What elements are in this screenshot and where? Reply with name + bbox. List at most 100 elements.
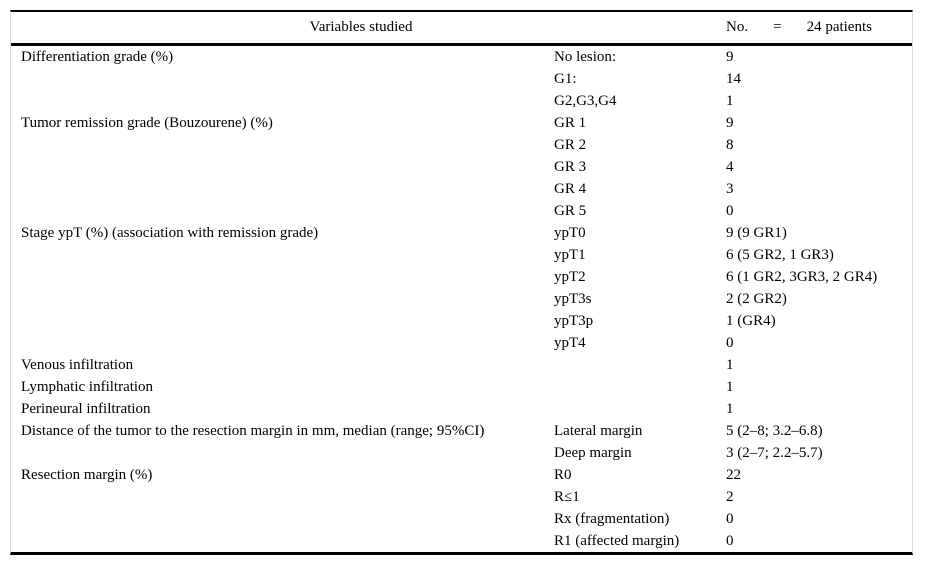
cell-variable <box>11 310 554 332</box>
cell-value: 9 <box>726 115 734 131</box>
cell-category: GR 4 <box>554 181 587 197</box>
cell-category: R≤1 <box>554 489 580 505</box>
cell-category: GR 2 <box>554 137 587 153</box>
cell-variable: Venous infiltration <box>21 357 134 373</box>
table-body: Differentiation grade (%) No lesion: 9 G1: 1… <box>11 46 912 552</box>
cell-value: 6 (5 GR2, 1 GR3) <box>726 247 834 263</box>
table-row: Distance of the tumor to the resection m… <box>11 420 912 442</box>
cell-variable: Differentiation grade (%) <box>21 49 174 65</box>
cell-value: 0 <box>726 335 734 351</box>
cell-value: 8 <box>726 137 734 153</box>
cell-variable <box>11 332 554 354</box>
cell-category: Deep margin <box>554 445 632 461</box>
cell-category: Lateral margin <box>554 423 643 439</box>
cell-category <box>554 376 726 398</box>
cell-category: ypT3p <box>554 313 594 329</box>
cell-value: 1 <box>726 401 734 417</box>
cell-variable <box>11 266 554 288</box>
cell-category: ypT2 <box>554 269 586 285</box>
table-row: Perineural infiltration 1 <box>11 398 912 420</box>
cell-value: 2 (2 GR2) <box>726 291 787 307</box>
table-row: Rx (fragmentation) 0 <box>11 508 912 530</box>
table-row: GR 4 3 <box>11 178 912 200</box>
cell-value: 6 (1 GR2, 3GR3, 2 GR4) <box>726 269 878 285</box>
cell-variable <box>11 244 554 266</box>
table-row: Stage ypT (%) (association with remissio… <box>11 222 912 244</box>
table-row: Lymphatic infiltration 1 <box>11 376 912 398</box>
cell-variable: Resection margin (%) <box>21 467 153 483</box>
table-row: Differentiation grade (%) No lesion: 9 <box>11 46 912 68</box>
cell-variable <box>11 200 554 222</box>
cell-variable: Stage ypT (%) (association with remissio… <box>21 225 319 241</box>
header-patients-label: 24 patients <box>806 19 872 35</box>
table-row: ypT3s 2 (2 GR2) <box>11 288 912 310</box>
cell-value: 1 (GR4) <box>726 313 776 329</box>
table-row: Deep margin 3 (2–7; 2.2–5.7) <box>11 442 912 464</box>
cell-category: GR 1 <box>554 115 587 131</box>
cell-category: R1 (affected margin) <box>554 533 680 549</box>
cell-variable <box>11 90 554 112</box>
header-equals-sign: = <box>773 19 782 35</box>
cell-value: 1 <box>726 357 734 373</box>
table-header-row: Variables studied No. = 24 patients <box>11 12 912 46</box>
table-row: R≤1 2 <box>11 486 912 508</box>
cell-value: 0 <box>726 533 734 549</box>
cell-value: 9 (9 GR1) <box>726 225 787 241</box>
cell-value: 0 <box>726 511 734 527</box>
table-row: GR 3 4 <box>11 156 912 178</box>
cell-variable: Distance of the tumor to the resection m… <box>21 423 485 439</box>
cell-variable: Tumor remission grade (Bouzourene) (%) <box>21 115 273 131</box>
header-variables-studied: Variables studied <box>309 19 413 35</box>
table-row: Resection margin (%) R0 22 <box>11 464 912 486</box>
cell-value: 5 (2–8; 3.2–6.8) <box>726 423 823 439</box>
cell-variable <box>11 530 554 552</box>
table-row: GR 5 0 <box>11 200 912 222</box>
cell-variable <box>11 442 554 464</box>
table-row: ypT1 6 (5 GR2, 1 GR3) <box>11 244 912 266</box>
cell-category: G1: <box>554 71 577 87</box>
cell-value: 3 (2–7; 2.2–5.7) <box>726 445 823 461</box>
table-row: GR 2 8 <box>11 134 912 156</box>
cell-variable <box>11 134 554 156</box>
cell-category: ypT4 <box>554 335 586 351</box>
cell-value: 4 <box>726 159 734 175</box>
table-row: Tumor remission grade (Bouzourene) (%) GR… <box>11 112 912 134</box>
header-no-label: No. <box>726 19 749 35</box>
cell-category: R0 <box>554 467 572 483</box>
cell-category <box>554 354 726 376</box>
table-row: R1 (affected margin) 0 <box>11 530 912 552</box>
cell-value: 1 <box>726 93 734 109</box>
patient-variables-table: Variables studied No. = 24 patients Diff… <box>10 10 913 555</box>
cell-category: Rx (fragmentation) <box>554 511 670 527</box>
table-row: ypT2 6 (1 GR2, 3GR3, 2 GR4) <box>11 266 912 288</box>
cell-variable: Lymphatic infiltration <box>21 379 154 395</box>
cell-value: 22 <box>726 467 741 483</box>
cell-variable: Perineural infiltration <box>21 401 151 417</box>
cell-variable <box>11 156 554 178</box>
cell-category: No lesion: <box>554 49 617 65</box>
table-row: ypT4 0 <box>11 332 912 354</box>
cell-category: G2,G3,G4 <box>554 93 617 109</box>
cell-category: GR 3 <box>554 159 587 175</box>
table-row: ypT3p 1 (GR4) <box>11 310 912 332</box>
cell-category <box>554 398 726 420</box>
cell-category: ypT1 <box>554 247 586 263</box>
table-row: G2,G3,G4 1 <box>11 90 912 112</box>
cell-category: GR 5 <box>554 203 587 219</box>
cell-variable <box>11 288 554 310</box>
cell-variable <box>11 178 554 200</box>
cell-value: 14 <box>726 71 741 87</box>
cell-variable <box>11 486 554 508</box>
cell-variable <box>11 68 554 90</box>
cell-value: 0 <box>726 203 734 219</box>
header-patient-count: No. = 24 patients <box>711 19 912 36</box>
cell-value: 9 <box>726 49 734 65</box>
cell-category: ypT0 <box>554 225 586 241</box>
table-row: G1: 14 <box>11 68 912 90</box>
cell-category: ypT3s <box>554 291 592 307</box>
cell-value: 2 <box>726 489 734 505</box>
cell-value: 1 <box>726 379 734 395</box>
cell-variable <box>11 508 554 530</box>
table-row: Venous infiltration 1 <box>11 354 912 376</box>
cell-value: 3 <box>726 181 734 197</box>
